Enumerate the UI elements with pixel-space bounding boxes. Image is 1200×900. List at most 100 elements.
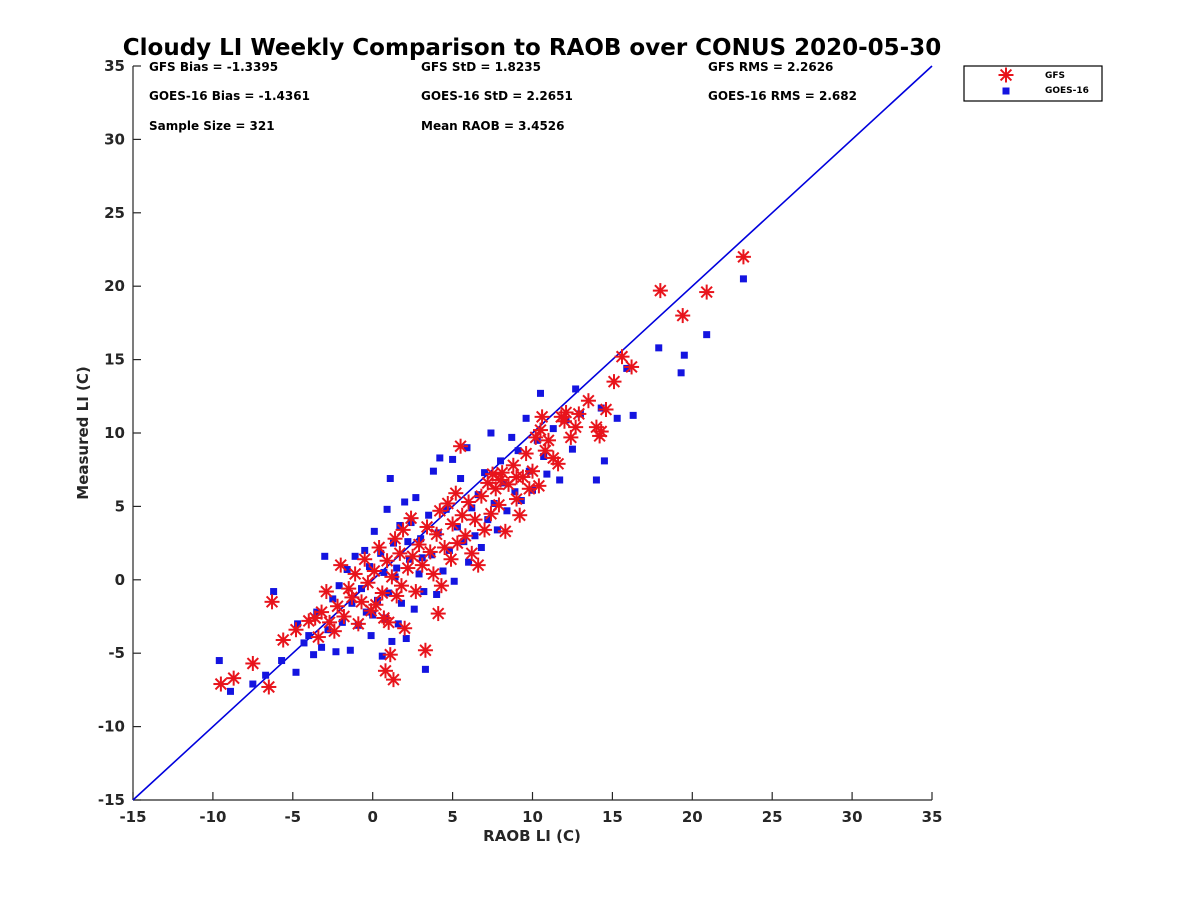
gfs-point bbox=[318, 584, 334, 600]
y-tick-label: -15 bbox=[98, 791, 125, 809]
goes-16-point bbox=[508, 433, 516, 441]
goes-16-point bbox=[517, 497, 525, 505]
gfs-point bbox=[264, 594, 280, 610]
x-ticks: -15 -10 -5 0 5 10 15 20 25 30 35 bbox=[119, 792, 942, 826]
goes-16-point bbox=[514, 447, 522, 455]
y-axis-label: Measured LI (C) bbox=[74, 366, 92, 499]
gfs-point bbox=[382, 647, 398, 663]
gfs-point bbox=[477, 522, 493, 538]
gfs-point bbox=[354, 594, 370, 610]
goes-16-point bbox=[474, 491, 482, 499]
y-tick-label: 30 bbox=[104, 130, 125, 148]
stat-annotation: GOES-16 RMS = 2.682 bbox=[708, 89, 857, 103]
gfs-point bbox=[408, 584, 424, 600]
y-tick-label: 35 bbox=[104, 57, 125, 75]
goes-16-point bbox=[540, 452, 548, 460]
goes-16-point bbox=[358, 585, 366, 593]
goes-16-point bbox=[351, 552, 359, 560]
stat-annotation: Sample Size = 321 bbox=[149, 119, 275, 133]
legend-goes-16-marker bbox=[1002, 87, 1010, 95]
y-tick-label: -10 bbox=[98, 718, 125, 736]
goes-16-point bbox=[373, 596, 381, 604]
stats-annotations: GFS Bias = -1.3395 GFS StD = 1.8235 GFS RM… bbox=[149, 60, 857, 133]
gfs-point bbox=[374, 585, 390, 601]
goes-16-point bbox=[613, 414, 621, 422]
goes-16-point bbox=[377, 549, 385, 557]
goes-16-point bbox=[425, 511, 433, 519]
goes-16-point bbox=[703, 331, 711, 339]
gfs-point bbox=[580, 393, 596, 409]
goes-16-point bbox=[292, 668, 300, 676]
goes-16-point bbox=[404, 538, 412, 546]
gfs-point bbox=[735, 249, 751, 265]
goes-16-point bbox=[370, 527, 378, 535]
goes-16-point bbox=[410, 605, 418, 613]
goes-16-point bbox=[481, 469, 489, 477]
x-tick-label: 10 bbox=[522, 808, 543, 826]
series-gfs bbox=[213, 249, 751, 695]
goes-16-point bbox=[572, 385, 580, 393]
gfs-point bbox=[397, 620, 413, 636]
goes-16-point bbox=[270, 588, 278, 596]
plot-area: -15 -10 -5 0 5 10 15 20 25 30 35 -15 -10 -5 0 5 10 15 20 2… bbox=[98, 57, 943, 826]
gfs-point bbox=[467, 512, 483, 528]
y-ticks: -15 -10 -5 0 5 10 15 20 25 30 35 bbox=[98, 57, 141, 809]
goes-16-point bbox=[549, 425, 557, 433]
x-tick-label: 5 bbox=[447, 808, 457, 826]
goes-16-point bbox=[449, 455, 457, 463]
gfs-point bbox=[531, 478, 547, 494]
x-tick-label: -15 bbox=[119, 808, 146, 826]
legend-goes-16-symbol bbox=[1002, 87, 1010, 95]
goes-16-point bbox=[310, 651, 318, 659]
gfs-point bbox=[470, 557, 486, 573]
gfs-point bbox=[393, 578, 409, 594]
gfs-point bbox=[405, 548, 421, 564]
stat-annotation: GFS StD = 1.8235 bbox=[421, 60, 541, 74]
goes-16-point bbox=[497, 457, 505, 465]
goes-16-point bbox=[487, 429, 495, 437]
gfs-point bbox=[381, 614, 397, 630]
goes-16-point bbox=[226, 687, 234, 695]
x-tick-label: 25 bbox=[762, 808, 783, 826]
gfs-point bbox=[457, 528, 473, 544]
goes-16-point bbox=[415, 570, 423, 578]
gfs-point bbox=[448, 485, 464, 501]
goes-16-point bbox=[436, 454, 444, 462]
stat-annotation: GOES-16 Bias = -1.4361 bbox=[149, 89, 310, 103]
goes-16-point bbox=[439, 567, 447, 575]
goes-16-point bbox=[383, 505, 391, 513]
gfs-point bbox=[505, 457, 521, 473]
goes-16-point bbox=[294, 620, 302, 628]
goes-16-point bbox=[401, 498, 409, 506]
goes-16-point bbox=[335, 582, 343, 590]
gfs-point bbox=[556, 413, 572, 429]
gfs-point bbox=[400, 560, 416, 576]
legend-gfs-symbol bbox=[998, 67, 1014, 83]
goes-16-point bbox=[393, 564, 401, 572]
gfs-point bbox=[357, 551, 373, 567]
gfs-point bbox=[336, 609, 352, 624]
gfs-point bbox=[461, 494, 477, 510]
goes-16-point bbox=[421, 665, 429, 673]
gfs-point bbox=[422, 544, 438, 560]
gfs-point bbox=[699, 284, 715, 300]
gfs-point bbox=[464, 545, 480, 561]
goes-16-point bbox=[477, 544, 485, 552]
gfs-point bbox=[497, 523, 513, 539]
gfs-point bbox=[314, 604, 330, 620]
gfs-point bbox=[403, 510, 419, 526]
legend-box bbox=[963, 65, 1103, 102]
y-tick-label: 0 bbox=[115, 571, 125, 589]
gfs-point bbox=[379, 553, 395, 569]
gfs-point bbox=[512, 507, 528, 523]
y-tick-label: 15 bbox=[104, 351, 125, 369]
goes-16-point bbox=[394, 620, 402, 628]
goes-16-point bbox=[460, 538, 468, 546]
goes-16-point bbox=[417, 535, 425, 543]
gfs-point bbox=[360, 575, 376, 591]
gfs-point bbox=[568, 419, 584, 435]
goes-16-point bbox=[215, 657, 223, 665]
y-tick-label: 25 bbox=[104, 204, 125, 222]
gfs-point bbox=[245, 655, 261, 671]
gfs-point bbox=[509, 491, 525, 507]
